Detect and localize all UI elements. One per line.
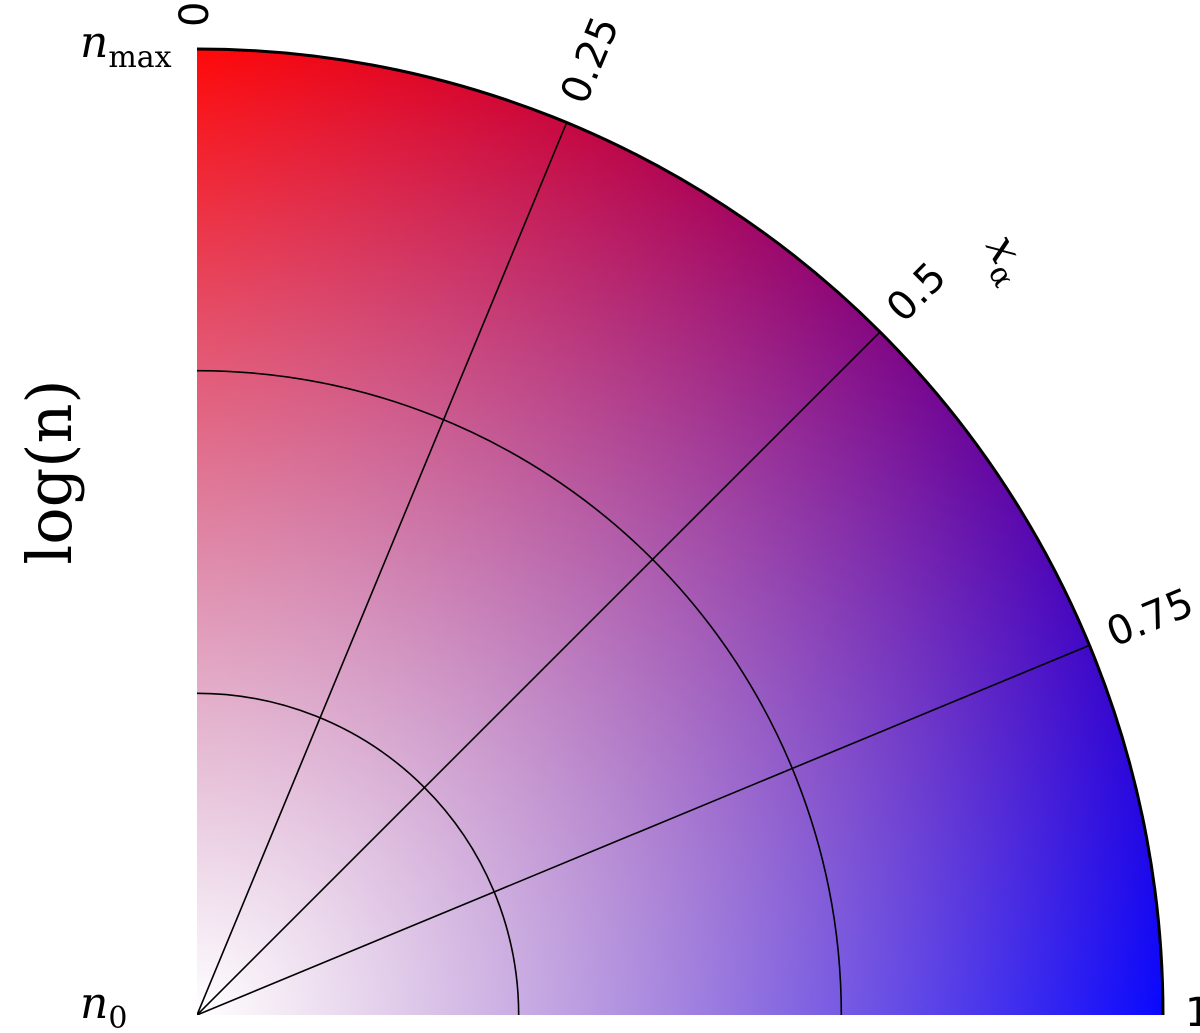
angle-tick-label-0.5: 0.5 [878,254,956,332]
y-top-label-base: n [80,17,108,68]
y-bottom-label-sub: 0 [108,1001,127,1033]
y-bottom-label-base: n [80,978,108,1029]
polar-grid [197,122,1090,1015]
angle-spoke-0.5 [197,331,881,1015]
y-top-label: nmax [80,17,172,75]
y-top-label-sub: max [108,40,171,75]
y-axis-label: log(n) [13,379,86,564]
sector-outline [196,47,1165,1016]
angle-axis-label: xα [969,226,1041,293]
angle-tick-label-0.75: 0.75 [1100,580,1200,657]
angle-tick-label-0.25: 0.25 [552,10,629,110]
angle-spoke-0.75 [197,644,1090,1015]
angle-spoke-0.25 [197,122,568,1015]
angle-tick-label-1: 1 [1185,990,1200,1033]
y-bottom-label: n0 [80,978,127,1033]
angle-tick-label-0: 0 [172,2,218,27]
